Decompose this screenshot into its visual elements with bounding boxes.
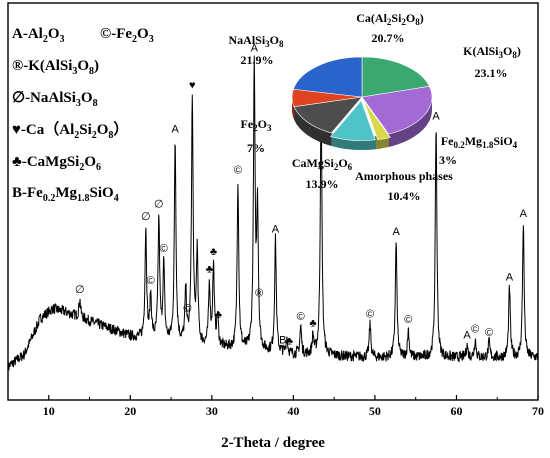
peak-marker: A — [392, 226, 400, 238]
pie-slice-side — [294, 106, 332, 146]
plot-frame — [7, 2, 539, 401]
peak-marker: © — [297, 311, 305, 323]
pie-slice — [363, 100, 391, 140]
peak-marker: ♣ — [210, 246, 217, 258]
x-tick-label: 10 — [43, 404, 55, 418]
x-tick-label: 30 — [206, 404, 218, 418]
pie-slice — [361, 85, 433, 135]
pie-label-amorphous-value: 10.4% — [388, 189, 421, 203]
peak-marker: ♣ — [206, 264, 213, 276]
pie-label-naalsi3o8-value: 21.9% — [241, 53, 274, 67]
peak-marker: ∅ — [141, 211, 151, 223]
x-axis-ticks: 10 20 30 40 50 60 70 — [7, 395, 544, 418]
legend-entry-camgsi2o6: ♣-CaMgSi2O6 — [12, 154, 101, 173]
peak-marker: ♣ — [286, 335, 293, 347]
pie-label-k-alsi3o8-value: 23.1% — [475, 66, 508, 80]
pie-label-camgsi2o6-name: CaMgSi2O6 — [292, 156, 353, 172]
pie-slice-side — [388, 97, 432, 148]
peak-marker: ♣ — [215, 309, 222, 321]
peak-marker: © — [183, 303, 191, 315]
peak-marker: A — [520, 208, 528, 220]
x-tick-label: 40 — [287, 404, 299, 418]
pie-label-ca-al2si2o8-name: Ca(Al2Si2O8) — [356, 11, 424, 27]
phase-composition-pie — [291, 56, 433, 150]
x-tick-label: 50 — [369, 404, 381, 418]
peak-marker: © — [234, 165, 242, 177]
peak-marker: © — [485, 327, 493, 339]
peak-marker: ∅ — [154, 198, 164, 210]
peak-marker: A — [171, 124, 179, 136]
peak-marker: ® — [255, 287, 263, 299]
legend-entry-al2o3: A-Al2O3 — [12, 26, 65, 45]
pie-label-fe2o3-name: Fe2O3 — [241, 117, 273, 133]
pie-label-fe-mg-sio4-value: 3% — [439, 153, 457, 167]
x-tick-label: 70 — [532, 404, 544, 418]
legend-entry-fe-mg-sio4: B-Fe0.2Mg1.8SiO4 — [12, 185, 119, 204]
legend-entry-k-alsi3o8: ®-K(AlSi3O8) — [12, 58, 99, 77]
xrd-pattern-line — [7, 55, 539, 372]
pie-slice — [361, 56, 430, 98]
pie-slice — [330, 99, 376, 141]
pie-slice — [293, 96, 363, 134]
peak-marker: © — [147, 275, 155, 287]
pie-label-k-alsi3o8-name: K(AlSi3O8) — [463, 44, 521, 60]
pie-label-fe2o3-value: 7% — [247, 141, 265, 155]
peak-marker: ∅ — [75, 284, 85, 296]
peak-marker: A — [432, 111, 440, 123]
peak-marker: A — [506, 272, 514, 284]
peak-marker: A — [463, 330, 471, 342]
legend-entry-ca-al2si2o8: ♥-Ca（Al2Si2O8） — [12, 120, 128, 141]
peak-marker: A — [272, 223, 280, 235]
pie-slice — [292, 56, 363, 98]
x-axis-label: 2-Theta / degree — [221, 435, 325, 451]
peak-marker: B — [279, 335, 286, 347]
peak-marker: ♣ — [309, 318, 316, 330]
pie-tops — [291, 56, 433, 141]
legend-entry-fe2o3: ©-Fe2O3 — [100, 26, 154, 45]
pie-label-amorphous-name: Amorphous phases — [355, 169, 453, 183]
peak-marker: ♥ — [189, 80, 196, 92]
peak-marker: © — [366, 308, 374, 320]
pie-label-fe-mg-sio4-name: Fe0.2Mg1.8SiO4 — [441, 134, 518, 150]
pie-label-naalsi3o8-name: NaAlSi3O8 — [228, 33, 284, 49]
peak-marker: © — [404, 314, 412, 326]
pie-labels: Ca(Al2Si2O8) 20.7% NaAlSi3O8 21.9% K(AlS… — [228, 11, 520, 203]
peak-marker: © — [471, 324, 479, 336]
pie-label-ca-al2si2o8-value: 20.7% — [372, 31, 405, 45]
x-tick-label: 20 — [124, 404, 136, 418]
phase-legend: A-Al2O3 ©-Fe2O3 ®-K(AlSi3O8) ∅-NaAlSi3O8… — [12, 26, 154, 204]
peak-marker: © — [160, 243, 168, 255]
x-tick-label: 60 — [450, 404, 462, 418]
legend-entry-naalsi3o8: ∅-NaAlSi3O8 — [12, 90, 98, 109]
peak-marker: A — [251, 42, 259, 54]
pie-label-camgsi2o6-value: 13.9% — [306, 177, 339, 191]
